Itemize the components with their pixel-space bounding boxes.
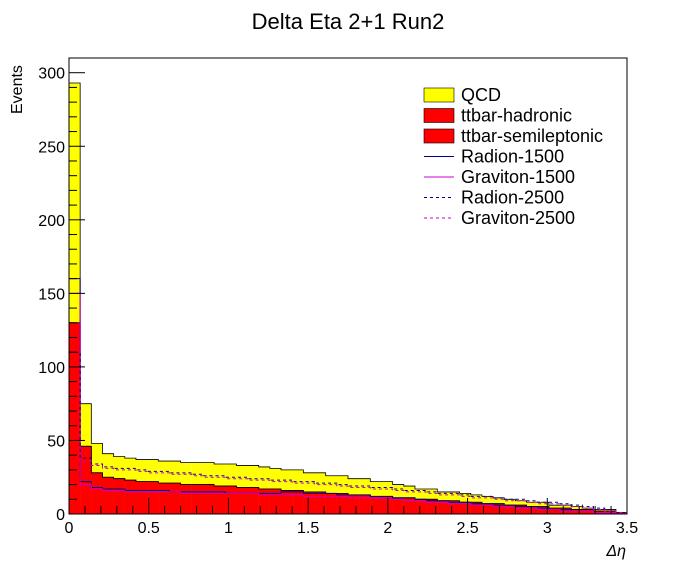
bar-ttbar-semileptonic [292,490,304,514]
legend-entry: Radion-2500 [424,188,564,208]
bar-ttbar-semileptonic [414,499,427,514]
legend-label: ttbar-hadronic [461,106,572,126]
bar-ttbar-semileptonic [147,481,159,514]
bar-ttbar-semileptonic [113,478,125,514]
bar-ttbar-semileptonic [582,509,594,514]
y-tick-label: 100 [38,360,65,377]
bar-ttbar-semileptonic [504,505,516,514]
bar-ttbar-semileptonic [158,483,170,514]
bar-ttbar-semileptonic [236,487,248,514]
x-tick-label: 1.5 [297,520,319,537]
bar-ttbar-semileptonic [515,505,527,514]
bar-ttbar-semileptonic [459,502,471,514]
legend-label: Radion-1500 [461,147,564,167]
legend-entry: ttbar-hadronic [423,106,572,126]
bar-ttbar-semileptonic [124,480,136,514]
bar-ttbar-semileptonic [180,484,192,514]
legend-entry: ttbar-semileptonic [423,126,603,146]
bar-ttbar-semileptonic [370,496,382,514]
bar-ttbar-semileptonic [526,506,538,514]
x-axis-label: Δη [605,543,626,560]
x-tick-label: 3 [543,520,552,537]
bar-ttbar-semileptonic [91,472,103,514]
legend-swatch [423,108,455,123]
bar-ttbar-semileptonic [348,494,360,514]
x-tick-label: 2 [383,520,392,537]
legend: QCDttbar-hadronicttbar-semileptonicRadio… [423,85,603,228]
bar-ttbar-semileptonic [481,503,494,514]
bar-ttbar-semileptonic [258,488,270,514]
line-graviton-2500 [69,366,627,514]
bar-ttbar-semileptonic [325,493,337,514]
line-graviton-1500 [69,292,627,515]
bar-ttbar-semileptonic [381,496,393,514]
bar-ttbar-semileptonic [269,488,282,514]
y-axis-label: Events [9,65,26,114]
bar-ttbar-semileptonic [359,494,371,514]
legend-label: Graviton-1500 [461,167,575,187]
legend-swatch [423,128,455,144]
x-tick-label: 1 [224,520,233,537]
bar-ttbar-semileptonic [437,500,449,514]
y-tick-label: 250 [38,139,65,156]
y-tick-label: 200 [38,213,65,230]
bar-ttbar-semileptonic [392,497,404,514]
bar-ttbar-semileptonic [169,483,181,514]
legend-label: ttbar-semileptonic [461,126,603,146]
y-tick-label: 300 [38,66,65,83]
bar-ttbar-semileptonic [403,497,415,514]
bar-ttbar-semileptonic [102,477,114,514]
bar-ttbar-semileptonic [548,508,561,514]
bar-ttbar-semileptonic [69,322,81,514]
bar-ttbar-semileptonic [281,490,293,514]
bar-ttbar-semileptonic [615,512,627,514]
y-tick-label: 0 [56,507,65,524]
legend-label: QCD [461,85,501,105]
bar-ttbar-semileptonic [336,493,348,514]
x-tick-label: 0 [65,520,74,537]
line-radion-2500 [69,351,627,514]
legend-entry: Graviton-1500 [424,167,575,187]
legend-label: Radion-2500 [461,188,564,208]
bar-ttbar-semileptonic [80,446,92,514]
legend-swatch [423,87,455,103]
bar-ttbar-semileptonic [448,500,460,514]
bar-ttbar-semileptonic [537,506,549,514]
axes: 0 50 100 150 200 250 300 0 0.5 1 1.5 2 2.5 3 3.5 [38,57,638,537]
bar-ttbar-semileptonic [470,502,482,514]
legend-entry: Radion-1500 [424,147,564,167]
legend-entry: QCD [423,85,501,105]
x-tick-label: 2.5 [456,520,478,537]
bar-ttbar-semileptonic [247,487,259,514]
x-tick-label: 0.5 [138,520,160,537]
bar-ttbar-semileptonic [426,499,438,514]
bar-ttbar-semileptonic [214,486,226,514]
bar-ttbar-semileptonic [314,491,326,514]
legend-label: Graviton-2500 [461,208,575,228]
bar-ttbar-semileptonic [202,484,215,514]
plot-frame [68,57,628,515]
bar-ttbar-semileptonic [493,503,505,514]
y-tick-label: 50 [47,433,65,450]
y-tick-label: 150 [38,286,65,303]
plot-area [68,82,628,515]
bar-ttbar-semileptonic [135,481,148,514]
bar-ttbar-semileptonic [191,484,203,514]
legend-entry: Graviton-2500 [424,208,575,228]
bar-ttbar-semileptonic [303,491,315,514]
bar-ttbar-semileptonic [571,509,583,514]
bar-qcd [69,83,81,514]
stack-ttbar-semileptonic [68,322,628,514]
x-tick-label: 3.5 [616,520,638,537]
chart-title: Delta Eta 2+1 Run2 [252,9,445,34]
bar-ttbar-semileptonic [225,486,237,514]
